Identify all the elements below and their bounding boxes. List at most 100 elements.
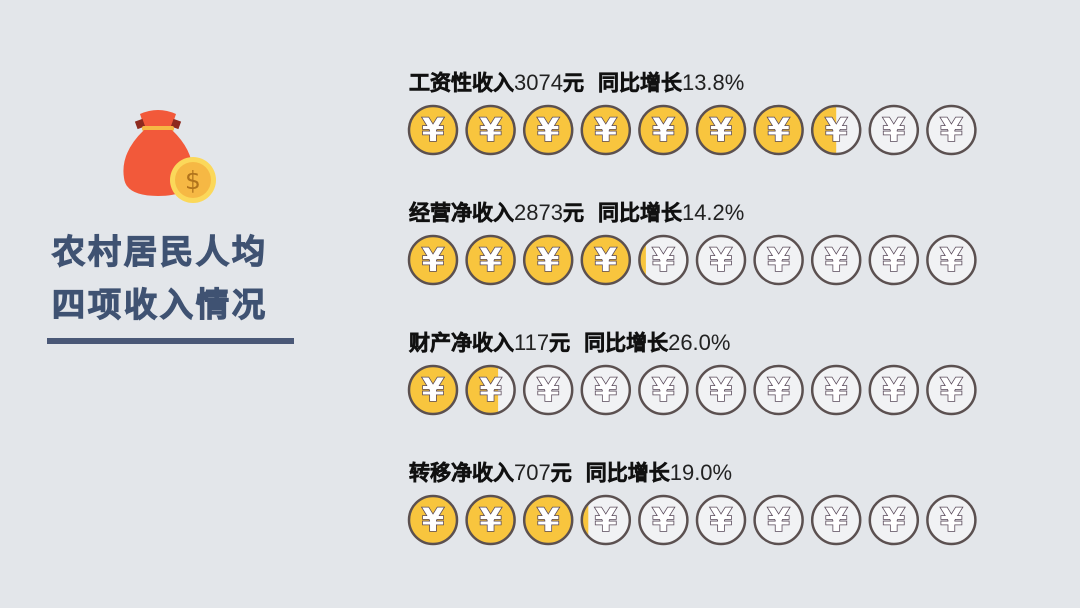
yen-coin-icon: ¥ [753,364,804,416]
yen-coin-icon: ¥ [695,234,747,286]
row-unit: 元 [550,461,572,486]
row-name: 转移净收入 [409,461,515,486]
growth-value: 19.0% [669,460,733,485]
title-line-2: 四项收入情况 [51,284,268,324]
row-amount: 3074 [514,70,563,95]
title-line-1: 农村居民人均 [51,231,268,271]
yen-coin-icon: ¥ [695,364,747,416]
svg-text:¥: ¥ [479,371,501,409]
growth-value: 26.0% [668,330,731,355]
growth-label: 同比增长 [597,71,683,96]
svg-text:¥: ¥ [710,111,732,149]
svg-text:¥: ¥ [883,501,905,539]
svg-text:¥: ¥ [479,111,501,149]
svg-text:¥: ¥ [652,111,674,149]
svg-text:¥: ¥ [595,371,617,409]
svg-text:¥: ¥ [422,111,444,149]
svg-text:¥: ¥ [767,501,789,539]
yen-coin-icon: ¥ [638,234,689,286]
yen-coin-icon: ¥ [810,494,862,546]
yen-coin-icon: ¥ [810,364,862,416]
row-amount: 707 [514,460,551,485]
yen-coin-icon: ¥ [580,234,632,286]
svg-text:¥: ¥ [710,241,732,279]
svg-text:$: $ [185,166,201,195]
yen-coin-icon: ¥ [926,494,977,546]
growth-value: 14.2% [681,200,745,225]
row-amount: 117 [514,330,550,355]
yen-coin-icon: ¥ [810,104,862,156]
svg-text:¥: ¥ [537,111,559,149]
dollar-coin-icon: $ [170,157,216,203]
svg-text:¥: ¥ [595,111,617,149]
yen-coin-icon: ¥ [407,494,459,546]
svg-text:¥: ¥ [537,241,559,279]
yen-coin-icon: ¥ [810,234,862,286]
yen-coin-icon: ¥ [868,104,920,156]
yen-coin-icon: ¥ [465,104,516,156]
row-label-property: 财产净收入117元 同比增长26.0% [409,327,731,357]
row-unit: 元 [549,331,571,356]
yen-coin-icon: ¥ [638,104,689,156]
svg-text:¥: ¥ [767,371,789,409]
money-bag-icon: $ [123,110,216,203]
yen-coin-icon: ¥ [580,364,632,416]
svg-text:¥: ¥ [652,241,674,279]
row-label-wage: 工资性收入3074元 同比增长13.8% [409,67,745,97]
svg-text:¥: ¥ [537,501,559,539]
row-amount: 2873 [514,200,563,225]
svg-text:¥: ¥ [595,241,617,279]
svg-text:¥: ¥ [883,241,905,279]
svg-text:¥: ¥ [825,241,847,279]
yen-coin-icon: ¥ [407,364,459,416]
growth-label: 同比增长 [584,331,669,356]
svg-text:¥: ¥ [710,371,732,409]
yen-coin-icon: ¥ [753,104,804,156]
yen-coin-icon: ¥ [465,364,516,416]
yen-coin-icon: ¥ [926,234,977,286]
svg-text:¥: ¥ [825,111,847,149]
svg-text:¥: ¥ [710,501,732,539]
svg-text:¥: ¥ [767,241,789,279]
yen-coin-icon: ¥ [926,104,977,156]
yen-coin-icon: ¥ [638,494,689,546]
growth-label: 同比增长 [585,461,670,486]
yen-coin-icon: ¥ [638,364,689,416]
title-underline [47,338,294,344]
svg-text:¥: ¥ [652,371,674,409]
yen-coin-icon: ¥ [407,234,459,286]
svg-text:¥: ¥ [652,501,674,539]
svg-text:¥: ¥ [422,241,444,279]
yen-coin-icon: ¥ [580,104,632,156]
yen-coin-icon: ¥ [580,494,632,546]
row-unit: 元 [562,201,585,226]
yen-coin-icon: ¥ [695,104,747,156]
yen-coin-icon: ¥ [465,494,516,546]
yen-coin-icon: ¥ [868,494,920,546]
row-label-transfer: 转移净收入707元 同比增长19.0% [409,457,732,487]
yen-coin-icon: ¥ [522,104,574,156]
svg-text:¥: ¥ [825,501,847,539]
svg-text:¥: ¥ [940,111,962,149]
yen-coin-icon: ¥ [465,234,516,286]
yen-coin-icon: ¥ [522,364,574,416]
yen-coin-icon: ¥ [753,234,804,286]
svg-text:¥: ¥ [940,371,962,409]
yen-coin-icon: ¥ [522,234,574,286]
yen-coin-icon: ¥ [868,234,920,286]
svg-text:¥: ¥ [595,501,617,539]
yen-coin-icon: ¥ [407,104,459,156]
svg-text:¥: ¥ [825,371,847,409]
row-label-business: 经营净收入2873元 同比增长14.2% [409,197,745,227]
svg-text:¥: ¥ [940,241,962,279]
svg-text:¥: ¥ [767,111,789,149]
svg-text:¥: ¥ [940,501,962,539]
svg-text:¥: ¥ [479,241,501,279]
svg-text:¥: ¥ [883,371,905,409]
row-name: 经营净收入 [409,201,515,226]
svg-text:¥: ¥ [479,501,501,539]
yen-coin-icon: ¥ [753,494,804,546]
growth-value: 13.8% [681,70,745,95]
svg-text:¥: ¥ [883,111,905,149]
